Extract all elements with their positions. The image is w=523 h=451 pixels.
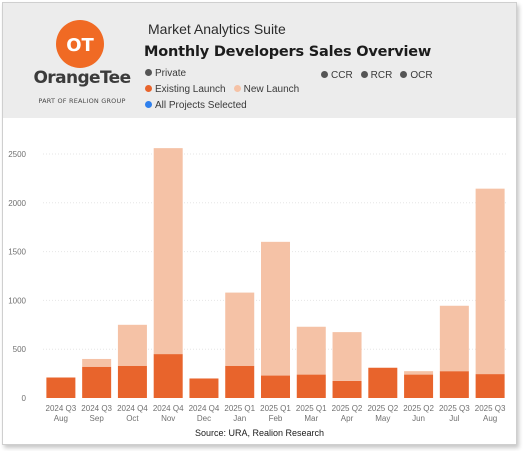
x-tick-label-month: Mar bbox=[304, 414, 318, 423]
x-tick-label-month: Apr bbox=[341, 414, 354, 423]
legend-label: Existing Launch bbox=[155, 84, 226, 95]
bar-new-launch bbox=[117, 324, 147, 366]
y-tick-label: 2500 bbox=[8, 150, 26, 159]
x-tick-label-month: May bbox=[375, 414, 390, 423]
orangetee-logo: OT bbox=[56, 20, 104, 68]
filter-dot-icon bbox=[145, 101, 152, 108]
app-title: Market Analytics Suite bbox=[148, 21, 286, 37]
chart-source: Source: URA, Realion Research bbox=[194, 428, 325, 438]
filter-projects[interactable]: All Projects Selected bbox=[145, 100, 247, 111]
logo-glyph: OT bbox=[66, 35, 94, 56]
dashboard-frame: OT OrangeTee PART OF REALION GROUP Marke… bbox=[2, 2, 517, 445]
x-tick-label-quarter: 2025 Q3 bbox=[439, 404, 470, 413]
legend-new-launch[interactable]: New Launch bbox=[233, 84, 300, 95]
x-tick-label-month: Oct bbox=[126, 414, 139, 423]
x-tick-label-quarter: 2025 Q3 bbox=[475, 404, 506, 413]
x-tick-label-quarter: 2024 Q3 bbox=[81, 404, 112, 413]
bar-existing-launch bbox=[404, 374, 434, 398]
filter-label: RCR bbox=[370, 70, 393, 81]
filter-dot-icon bbox=[321, 71, 328, 78]
filter-region-ccr[interactable]: CCR bbox=[321, 70, 353, 81]
legend-dot-icon bbox=[233, 85, 241, 92]
y-tick-label: 2000 bbox=[8, 199, 26, 208]
x-tick-label-month: Dec bbox=[197, 414, 211, 423]
x-tick-label-month: Aug bbox=[483, 414, 497, 423]
bar-existing-launch bbox=[117, 365, 147, 398]
chart-area: 0 500 1000 1500 2000 2500 2024 Q3 Aug 2024 Q3 Sep… bbox=[3, 118, 516, 444]
bar-existing-launch bbox=[296, 374, 326, 398]
legend-launch-types: Existing Launch New Launch bbox=[145, 84, 299, 95]
filter-dot-icon bbox=[400, 71, 408, 78]
dashboard-title: Monthly Developers Sales Overview bbox=[144, 44, 432, 60]
x-tick-label-quarter: 2025 Q2 bbox=[403, 404, 434, 413]
bar-new-launch bbox=[439, 305, 469, 372]
x-tick-label-month: Aug bbox=[54, 414, 68, 423]
logo-mark-icon: OT bbox=[66, 35, 94, 56]
legend-label: New Launch bbox=[243, 84, 300, 95]
bar-existing-launch bbox=[475, 374, 505, 398]
bar-existing-launch bbox=[153, 354, 183, 398]
filter-dot-icon bbox=[360, 71, 368, 78]
x-tick-label-quarter: 2025 Q2 bbox=[367, 404, 398, 413]
bar-existing-launch bbox=[368, 367, 398, 398]
y-tick-label: 500 bbox=[13, 345, 27, 354]
bar-existing-launch bbox=[225, 365, 255, 398]
x-tick-label-month: Jul bbox=[449, 414, 459, 423]
y-tick-label: 1500 bbox=[8, 248, 26, 257]
x-tick-label-month: Feb bbox=[269, 414, 283, 423]
bar-new-launch bbox=[475, 188, 505, 375]
bar-new-launch bbox=[404, 371, 434, 375]
y-tick-label: 0 bbox=[22, 394, 27, 403]
bar-existing-launch bbox=[439, 371, 469, 398]
y-tick-label: 1000 bbox=[8, 296, 26, 305]
x-tick-label-quarter: 2024 Q4 bbox=[189, 404, 220, 413]
filter-regions: CCR RCR OCR bbox=[321, 70, 433, 81]
x-tick-label-month: Nov bbox=[161, 414, 175, 423]
filter-region-rcr[interactable]: RCR bbox=[360, 70, 393, 81]
x-tick-label-quarter: 2025 Q2 bbox=[332, 404, 363, 413]
x-tick-label-quarter: 2024 Q3 bbox=[46, 404, 77, 413]
bar-existing-launch bbox=[261, 375, 290, 398]
filter-label: Private bbox=[155, 68, 187, 79]
x-tick-label-quarter: 2024 Q4 bbox=[153, 404, 184, 413]
brand-tagline: PART OF REALION GROUP bbox=[38, 97, 126, 105]
x-tick-label-month: Sep bbox=[90, 414, 105, 423]
bar-new-launch bbox=[225, 292, 255, 366]
bar-existing-launch bbox=[332, 380, 362, 398]
x-tick-label-quarter: 2024 Q4 bbox=[117, 404, 148, 413]
bar-new-launch bbox=[153, 148, 183, 355]
bar-new-launch bbox=[261, 241, 290, 376]
bar-new-launch bbox=[82, 358, 112, 367]
legend-existing-launch[interactable]: Existing Launch bbox=[145, 84, 226, 95]
filter-region-ocr[interactable]: OCR bbox=[400, 70, 433, 81]
bar-existing-launch bbox=[46, 377, 76, 398]
filter-dot-icon bbox=[145, 69, 152, 76]
x-tick-label-quarter: 2025 Q1 bbox=[296, 404, 327, 413]
x-tick-label-quarter: 2025 Q1 bbox=[224, 404, 255, 413]
bar-existing-launch bbox=[189, 378, 219, 398]
filter-label: OCR bbox=[410, 70, 433, 81]
bar-new-launch bbox=[296, 326, 326, 375]
filter-label: All Projects Selected bbox=[155, 100, 247, 111]
x-tick-label-quarter: 2025 Q1 bbox=[260, 404, 291, 413]
brand-name: OrangeTee bbox=[33, 68, 131, 88]
filter-label: CCR bbox=[331, 70, 353, 81]
legend-dot-icon bbox=[145, 85, 152, 92]
bar-new-launch bbox=[332, 332, 362, 381]
header-banner: OT OrangeTee PART OF REALION GROUP Marke… bbox=[3, 3, 516, 118]
x-tick-label-month: Jun bbox=[412, 414, 425, 423]
bar-existing-launch bbox=[82, 366, 112, 398]
filter-segment-private[interactable]: Private bbox=[145, 68, 186, 79]
x-tick-label-month: Jan bbox=[233, 414, 246, 423]
